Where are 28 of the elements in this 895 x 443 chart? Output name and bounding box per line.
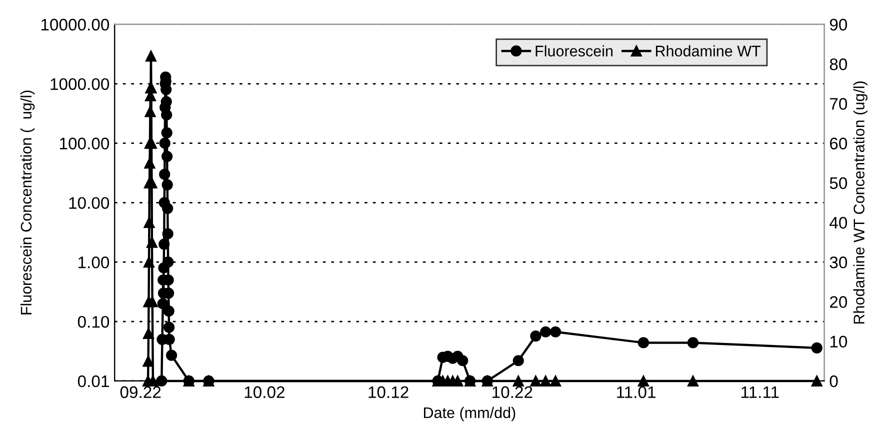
y-axis-title: Fluorescein Concentration ( ug/l) [20,90,35,314]
y-tick-label: 10000.00 [41,18,110,31]
y2-tick-label: 0 [830,375,838,388]
y2-tick-label: 20 [830,296,848,308]
y2-tick-label: 40 [830,216,848,229]
x-tick-label: 11.01 [617,386,656,398]
y2-axis-title: Rhodamine WT Concentration (ug/l) [853,81,868,324]
legend-label: Rhodamine WT [656,45,761,56]
x-tick-label: 10.22 [492,386,532,398]
x-tick-label: 09.22 [120,386,161,398]
y-tick-label: 100.00 [60,138,110,150]
y2-tick-label: 50 [830,177,848,190]
x-tick-label: 10.02 [244,386,284,398]
legend-label: Fluorescein [536,45,612,56]
y2-tick-label: 90 [830,18,848,31]
y2-tick-label: 10 [830,336,848,348]
y2-tick-label: 80 [830,58,848,70]
y2-tick-label: 60 [830,138,848,150]
y-tick-label: 10.00 [69,197,110,209]
y2-tick-label: 70 [830,98,848,110]
y-tick-label: 1000.00 [50,78,110,90]
y-tick-label: 0.01 [78,375,109,388]
x-tick-label: 11.11 [742,386,779,398]
y2-tick-label: 30 [830,256,848,268]
x-tick-label: 10.12 [368,386,408,398]
y-tick-label: 1.00 [78,256,110,268]
y-tick-label: 0.10 [78,316,110,328]
x-axis-title: Date (mm/dd) [424,406,516,422]
